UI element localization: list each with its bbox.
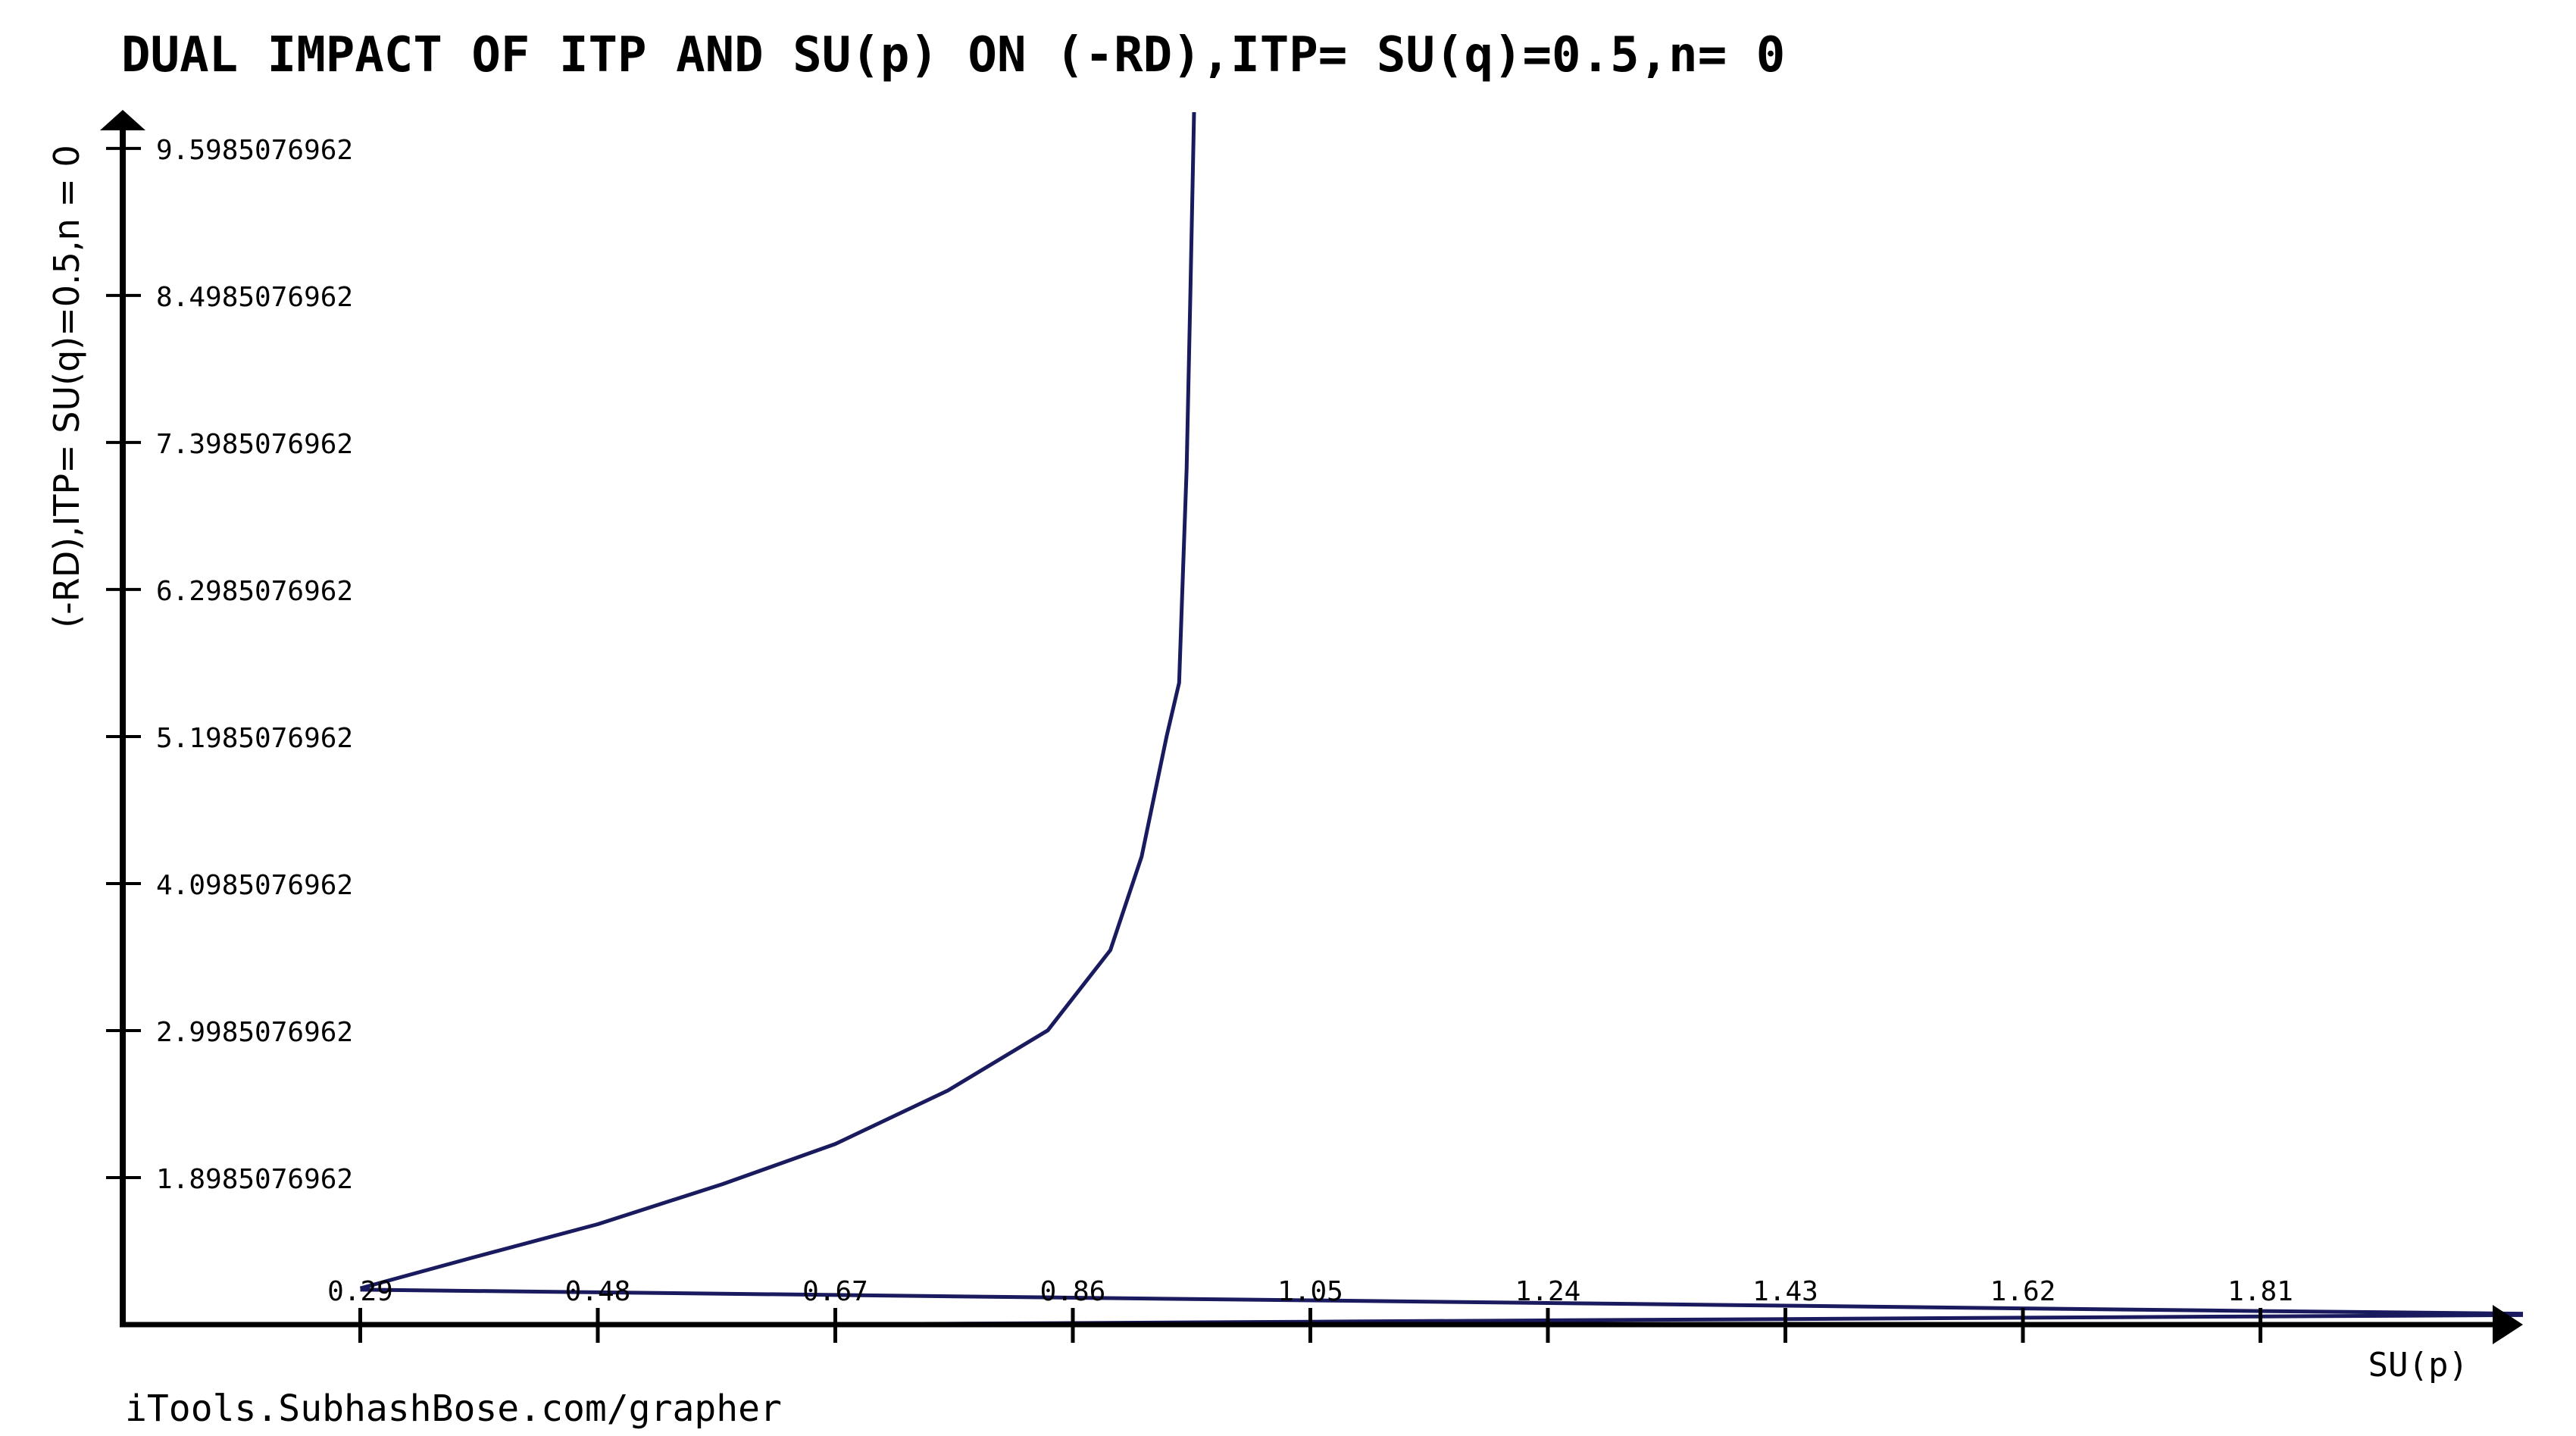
chart-title: DUAL IMPACT OF ITP AND SU(p) ON (-RD),IT… <box>121 27 1785 83</box>
plot-area: 9.5985076962 8.4985076962 7.3985076962 6.29… <box>100 110 2524 1344</box>
series-line-1 <box>359 111 1196 1291</box>
y-tick-label: 6.2985076962 <box>156 576 353 607</box>
y-axis-ticks: 9.5985076962 8.4985076962 7.3985076962 6.29… <box>106 135 353 1195</box>
x-tick-label: 0.86 <box>1040 1276 1106 1307</box>
x-tick-label: 0.29 <box>327 1276 393 1307</box>
watermark: iTools.SubhashBose.com/grapher <box>125 1388 782 1430</box>
y-axis-label: (-RD),ITP= SU(q)=0.5,n = 0 <box>46 145 87 628</box>
x-axis-label: SU(p) <box>2368 1346 2468 1384</box>
y-tick-label: 1.8985076962 <box>156 1164 353 1195</box>
x-tick-label: 1.81 <box>2227 1276 2293 1307</box>
y-tick-label: 2.9985076962 <box>156 1017 353 1048</box>
x-tick-label: 1.24 <box>1515 1276 1581 1307</box>
y-tick-label: 4.0985076962 <box>156 870 353 901</box>
y-axis-arrow <box>100 110 145 130</box>
x-tick-label: 1.43 <box>1752 1276 1818 1307</box>
y-tick-label: 8.4985076962 <box>156 282 353 313</box>
x-axis-arrow <box>2493 1305 2523 1344</box>
y-tick-label: 5.1985076962 <box>156 723 353 754</box>
series-line-2 <box>360 1287 2524 1316</box>
x-tick-label: 0.67 <box>802 1276 868 1307</box>
x-axis-ticks: 0.29 0.48 0.67 0.86 1.05 1.24 1.43 1.62 1.81 <box>327 1276 2293 1343</box>
x-tick-label: 1.05 <box>1277 1276 1343 1307</box>
y-tick-label: 9.5985076962 <box>156 135 353 166</box>
x-tick-label: 0.48 <box>565 1276 631 1307</box>
y-tick-label: 7.3985076962 <box>156 429 353 460</box>
x-tick-label: 1.62 <box>1990 1276 2056 1307</box>
series-layer <box>359 111 2524 1327</box>
